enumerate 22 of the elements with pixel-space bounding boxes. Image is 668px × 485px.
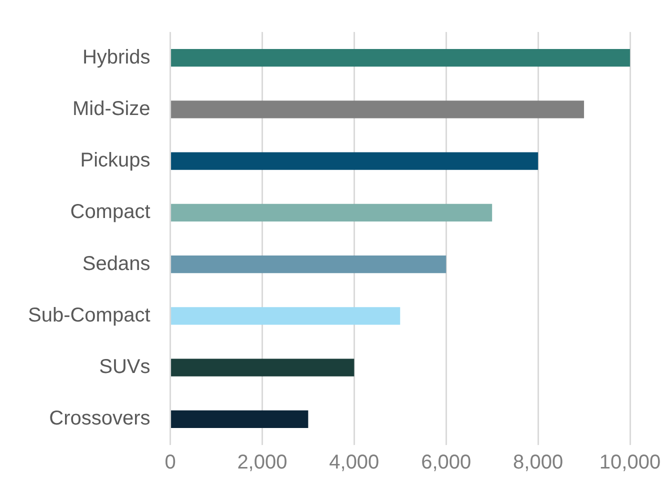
y-tick-label: Sub-Compact	[28, 304, 151, 326]
bar	[171, 100, 584, 118]
y-tick-label: Pickups	[80, 150, 150, 172]
y-tick-label: Crossovers	[49, 408, 150, 430]
x-tick-label: 4,000	[329, 452, 380, 474]
bar	[171, 204, 492, 222]
x-tick-label: 0	[164, 452, 176, 474]
bar	[171, 358, 354, 376]
x-tick-label: 2,000	[237, 452, 288, 474]
bar	[171, 256, 446, 274]
y-tick-label: Sedans	[82, 252, 150, 275]
y-tick-label: Hybrids	[82, 46, 150, 68]
y-tick-label: Mid-Size	[72, 98, 150, 120]
x-tick-label: 10,000	[599, 452, 661, 474]
y-tick-label: SUVs	[99, 356, 150, 378]
x-tick-label: 8,000	[513, 452, 564, 474]
bar	[171, 410, 308, 428]
bar	[171, 152, 538, 170]
y-tick-label: Compact	[70, 201, 151, 224]
bar	[171, 49, 630, 67]
bar	[171, 307, 400, 325]
x-tick-label: 6,000	[421, 452, 472, 474]
